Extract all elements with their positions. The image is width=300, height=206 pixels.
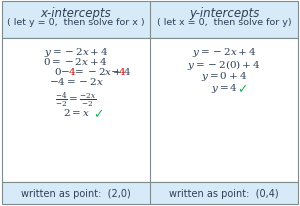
- Text: ✓: ✓: [93, 108, 104, 121]
- Bar: [2, 182, 298, 204]
- Text: $0$: $0$: [54, 66, 62, 77]
- Text: $-4$: $-4$: [110, 66, 127, 77]
- Text: $y = 4$: $y = 4$: [211, 82, 238, 95]
- Text: ( let x = 0,  then solve for y): ( let x = 0, then solve for y): [157, 18, 291, 27]
- Text: written as point:  (2,0): written as point: (2,0): [21, 188, 131, 198]
- Text: $y = -2x+4$: $y = -2x+4$: [192, 46, 256, 59]
- Text: x-intercepts: x-intercepts: [40, 7, 111, 20]
- Text: ✓: ✓: [237, 83, 247, 96]
- Text: $2 = x$: $2 = x$: [62, 107, 89, 117]
- Bar: [2, 39, 298, 182]
- Text: written as point:  (0,4): written as point: (0,4): [169, 188, 279, 198]
- Text: $y = -2(0)+4$: $y = -2(0)+4$: [187, 58, 261, 72]
- Text: $y = -2x+4$: $y = -2x+4$: [44, 46, 108, 59]
- Text: $=-2x+4$: $=-2x+4$: [73, 66, 131, 77]
- Text: $0 = -2x+4$: $0 = -2x+4$: [44, 56, 109, 67]
- Text: $y = 0+4$: $y = 0+4$: [201, 70, 247, 83]
- Text: $-4$: $-4$: [60, 66, 77, 77]
- Text: ( let y = 0,  then solve for x ): ( let y = 0, then solve for x ): [7, 18, 145, 27]
- Text: y-intercepts: y-intercepts: [189, 7, 259, 20]
- Bar: [2, 2, 298, 39]
- Text: $-4 = -2x$: $-4 = -2x$: [49, 76, 104, 87]
- Text: $\frac{-4}{-2} = \frac{-2x}{-2}$: $\frac{-4}{-2} = \frac{-2x}{-2}$: [55, 91, 97, 110]
